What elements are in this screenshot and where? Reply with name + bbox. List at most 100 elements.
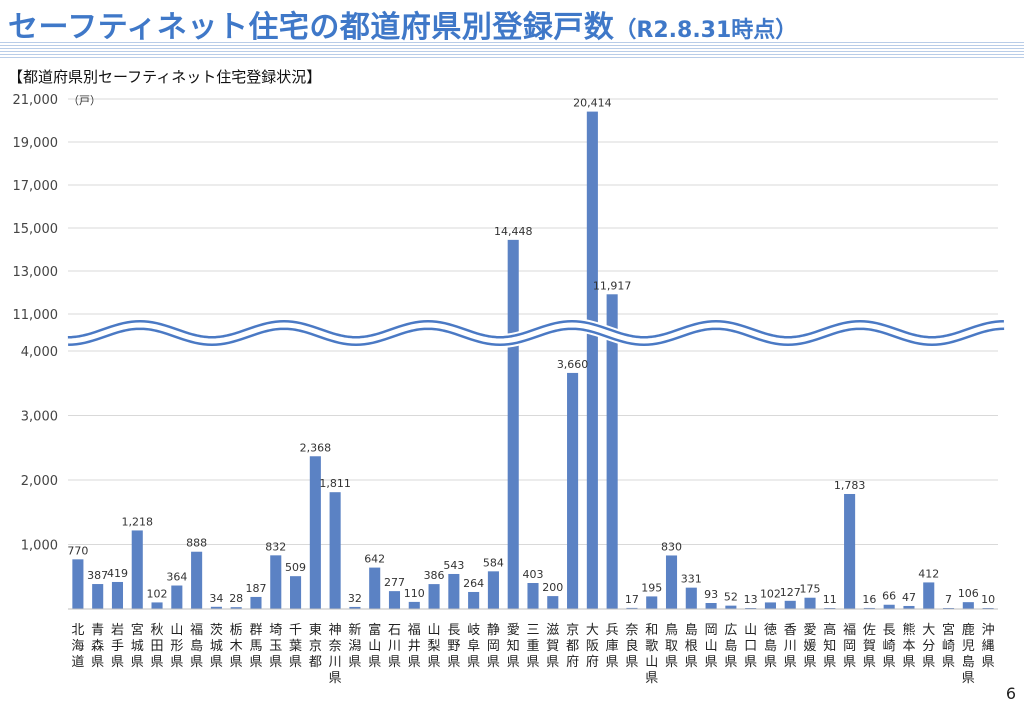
bar [725,605,737,609]
bar [804,597,816,609]
bar [665,555,678,609]
page-number: 6 [1005,684,1016,703]
data-label: 419 [107,567,128,580]
data-label: 2,368 [300,441,332,454]
data-label: 10 [981,593,995,606]
bar [191,551,203,609]
y-tick-label: 2,000 [21,474,58,489]
x-tick-label: 和歌山県 [645,623,658,686]
x-tick-label: 北海道 [71,623,84,670]
bar [784,600,796,609]
data-label: 200 [542,581,563,594]
data-label: 403 [523,568,544,581]
data-label: 386 [424,569,445,582]
bar [72,559,84,609]
y-tick-label: 4,000 [21,345,58,360]
x-tick-label: 島根県 [685,623,698,670]
y-tick-label: 1,000 [21,539,58,554]
chart-subtitle: 【都道府県別セーフティネット住宅登録状況】 [8,68,322,86]
bar [230,607,242,609]
bar [210,606,222,609]
x-tick-label: 福井県 [408,623,421,670]
bar [863,607,875,609]
bar [151,602,163,609]
data-label: 543 [443,559,464,572]
data-label: 28 [229,592,243,605]
bar [923,582,935,609]
bar [428,584,440,609]
bar [250,596,262,609]
x-tick-label: 石川県 [388,623,401,670]
data-label: 264 [463,577,484,590]
x-tick-label: 長野県 [447,623,460,670]
bar [507,239,519,610]
bars [72,111,994,610]
data-label: 110 [404,587,425,600]
x-tick-label: 東京都 [309,622,322,670]
data-label: 584 [483,556,504,569]
x-tick-label: 長崎県 [883,623,896,670]
x-tick-label: 岩手県 [111,623,124,670]
data-label: 387 [87,569,108,582]
data-label: 277 [384,576,405,589]
x-tick-label: 岐阜県 [467,623,480,670]
bar [111,581,124,609]
x-tick-label: 鹿児島県 [962,622,975,686]
x-tick-label: 神奈川県 [329,623,342,686]
data-label: 1,811 [319,477,351,490]
data-label: 47 [902,591,916,604]
title-date: （R2.8.31時点） [614,18,798,43]
data-label: 102 [147,587,168,600]
x-tick-label: 滋賀県 [546,623,559,670]
x-tick-label: 愛媛県 [804,623,817,670]
bar [685,587,697,609]
data-label: 195 [641,581,662,594]
axis-break [67,317,1005,349]
x-tick-label: 新潟県 [348,622,361,670]
bar [844,493,856,609]
data-label: 11 [823,593,837,606]
bar [705,603,717,609]
data-label: 66 [882,590,896,603]
x-tick-label: 徳島県 [764,623,777,670]
bar [270,555,282,609]
x-tick-label: 奈良県 [625,623,638,670]
bar [448,573,460,609]
x-tick-label: 千葉県 [289,623,302,670]
data-label: 412 [918,567,939,580]
data-label: 832 [265,540,286,553]
data-label: 17 [625,593,639,606]
x-tick-label: 宮城県 [131,622,144,670]
x-tick-label: 福岡県 [843,623,856,670]
x-axis: 北海道青森県岩手県宮城県秋田県山形県福島県茨城県栃木県群馬県埼玉県千葉県東京都神… [68,608,998,686]
x-tick-label: 愛知県 [507,623,520,670]
page-title: セーフティネット住宅の都道府県別登録戸数（R2.8.31時点） [8,2,797,46]
data-label: 20,414 [573,97,612,110]
x-tick-label: 青森県 [91,623,104,670]
bar [962,602,974,609]
y-tick-label: 19,000 [13,136,59,151]
y-tick-label: 15,000 [13,222,59,237]
title-main: セーフティネット住宅の都道府県別登録戸数 [8,10,615,45]
x-tick-label: 京都府 [566,623,579,670]
x-tick-label: 宮崎県 [942,622,955,670]
data-label: 770 [67,544,88,557]
data-label: 14,448 [494,225,533,238]
data-label: 93 [704,588,718,601]
data-label: 32 [348,592,362,605]
x-tick-label: 沖縄県 [982,623,995,670]
y-tick-label: 17,000 [13,179,59,194]
x-tick-label: 鳥取県 [665,623,678,670]
x-tick-label: 岡山県 [705,623,718,670]
x-tick-label: 富山県 [368,622,381,670]
bar [586,111,598,609]
bar [349,606,361,609]
x-tick-label: 兵庫県 [606,623,619,670]
bar [290,576,302,609]
y-tick-label: 21,000 [13,93,59,108]
data-label: 642 [364,553,385,566]
y-tick-label: 13,000 [13,265,59,280]
grid-lines [68,98,998,610]
bar [309,456,321,609]
